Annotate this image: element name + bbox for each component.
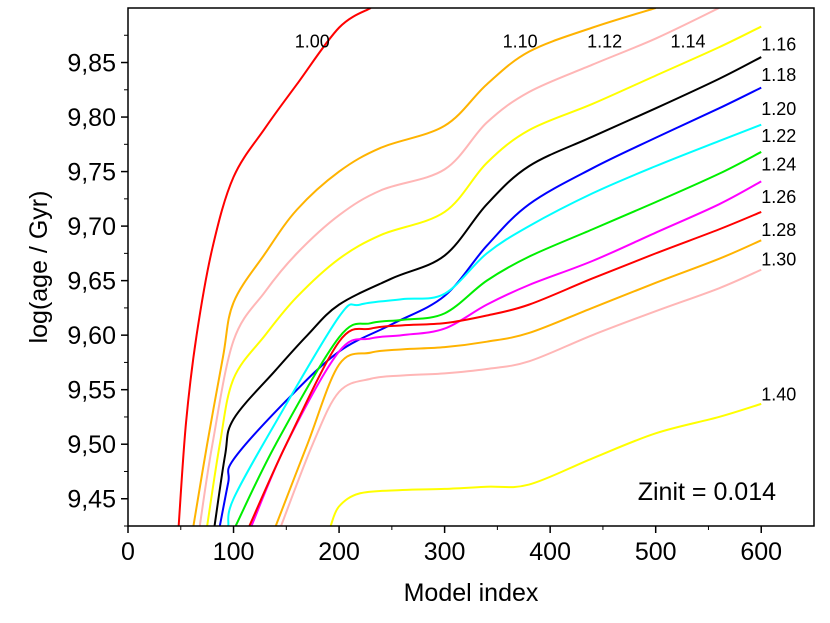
series-label-1-20: 1.20 [761, 99, 796, 119]
series-line-1-26 [248, 211, 762, 526]
y-tick-label: 9,75 [67, 159, 116, 187]
y-tick-label: 9,45 [67, 486, 116, 514]
series-labels: 1.00 1.10 1.12 1.14 1.16 1.18 1.20 1.22 1.24 1.26… [295, 31, 797, 404]
series-label-1-26: 1.26 [761, 187, 796, 207]
series-line-1-12 [198, 8, 720, 526]
y-tick-label: 9,70 [67, 213, 116, 241]
series-label-1-14: 1.14 [670, 31, 705, 51]
annotation-zinit: Zinit = 0.014 [638, 478, 776, 506]
series-line-1-28 [274, 239, 762, 526]
x-tick-label: 200 [318, 538, 360, 566]
plot-frame [127, 7, 815, 527]
series-line-1-16 [213, 56, 762, 526]
y-tick-label: 9,85 [67, 50, 116, 78]
y-tick-label: 9,55 [67, 377, 116, 405]
series-label-1-28: 1.28 [761, 220, 796, 240]
x-axis: 0 100 200 300 400 500 600 [121, 526, 782, 566]
y-tick-label: 9,80 [67, 104, 116, 132]
series-label-1-24: 1.24 [761, 154, 796, 174]
series-label-1-22: 1.22 [761, 126, 796, 146]
series-label-1-10: 1.10 [503, 31, 538, 51]
x-tick-label: 500 [635, 538, 677, 566]
x-tick-label: 100 [213, 538, 255, 566]
series-label-1-40: 1.40 [761, 385, 796, 405]
series-line-1-40 [329, 402, 762, 526]
x-tick-label: 600 [740, 538, 782, 566]
series-line-1-10 [192, 8, 656, 526]
x-tick-label: 400 [529, 538, 571, 566]
series-label-1-16: 1.16 [761, 35, 796, 55]
series-line-1-18 [218, 86, 762, 526]
series-line-1-14 [206, 25, 762, 526]
series-label-1-18: 1.18 [761, 65, 796, 85]
series-layer [177, 8, 762, 526]
y-axis-title: log(age / Gyr) [25, 191, 53, 344]
y-tick-label: 9,60 [67, 322, 116, 350]
series-label-1-30: 1.30 [761, 249, 796, 269]
x-axis-title: Model index [404, 579, 539, 607]
y-axis: 9,45 9,50 9,55 9,60 9,65 9,70 9,75 9,80 9,85 [67, 34, 128, 527]
series-line-1-20 [227, 123, 762, 526]
y-tick-label: 9,65 [67, 268, 116, 296]
x-tick-label: 300 [424, 538, 466, 566]
series-line-1-22 [234, 151, 762, 526]
series-line-1-30 [280, 268, 762, 526]
x-tick-label: 0 [121, 538, 135, 566]
series-label-1-12: 1.12 [587, 31, 622, 51]
series-label-1-00: 1.00 [295, 31, 330, 51]
y-tick-label: 9,50 [67, 431, 116, 459]
series-line-1-00 [177, 8, 372, 526]
